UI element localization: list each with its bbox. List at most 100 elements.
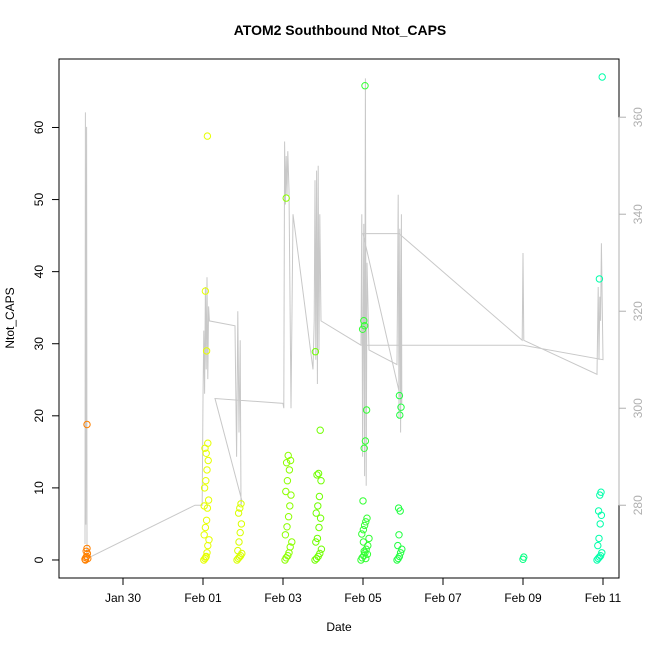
- series-group: [233, 500, 246, 564]
- data-point: [398, 545, 406, 553]
- data-point: [83, 544, 91, 553]
- x-tick-label: Feb 07: [424, 591, 462, 605]
- altitude-trace-layer: [84, 78, 604, 560]
- data-point: [203, 549, 211, 557]
- data-point: [200, 484, 209, 492]
- data-point: [363, 514, 371, 522]
- data-point: [284, 513, 293, 521]
- data-point: [200, 502, 208, 510]
- series-group: [519, 553, 528, 563]
- data-point: [237, 500, 245, 508]
- data-point: [287, 491, 295, 499]
- data-point: [283, 477, 292, 485]
- data-point: [395, 552, 404, 561]
- data-point: [202, 449, 210, 457]
- data-point: [282, 487, 290, 496]
- data-point: [202, 477, 210, 485]
- series-group: [357, 82, 373, 564]
- y-tick-label: 40: [32, 265, 46, 279]
- y-tick-label: 30: [32, 337, 46, 351]
- data-point: [594, 541, 602, 550]
- series-group: [393, 391, 406, 564]
- scatter-points-layer: [81, 73, 606, 564]
- data-point: [395, 391, 404, 400]
- data-point: [315, 492, 324, 501]
- y-tick-label: 10: [32, 481, 46, 495]
- data-point: [202, 347, 211, 355]
- y2-tick-label: 320: [631, 301, 645, 321]
- data-point: [594, 507, 603, 515]
- data-point: [361, 82, 369, 90]
- data-point: [316, 514, 325, 522]
- y2-tick-label: 340: [631, 204, 645, 224]
- y2-tick-label: 280: [631, 495, 645, 515]
- data-point: [358, 325, 367, 333]
- series-group: [281, 194, 296, 564]
- data-point: [314, 502, 322, 510]
- data-point: [286, 502, 294, 510]
- data-point: [597, 488, 605, 496]
- data-point: [281, 531, 290, 539]
- data-point: [365, 534, 373, 543]
- y-tick-label: 0: [32, 556, 46, 563]
- data-point: [313, 471, 321, 479]
- data-point: [395, 531, 403, 539]
- data-point: [361, 437, 370, 445]
- chart-title: ATOM2 Southbound Ntot_CAPS: [234, 22, 447, 38]
- series-group: [200, 132, 213, 564]
- data-point: [204, 541, 212, 550]
- data-point: [204, 496, 213, 504]
- data-point: [359, 497, 367, 505]
- series-group: [81, 420, 92, 564]
- x-tick-label: Feb 09: [504, 591, 542, 605]
- data-point: [236, 504, 244, 512]
- data-point: [282, 459, 291, 467]
- data-point: [520, 553, 528, 561]
- data-point: [595, 275, 604, 283]
- data-point: [595, 553, 604, 561]
- data-point: [286, 543, 294, 551]
- data-point: [397, 403, 405, 411]
- data-point: [360, 317, 368, 325]
- data-point: [313, 534, 322, 543]
- data-point: [396, 549, 405, 557]
- data-point: [200, 531, 208, 539]
- data-point: [235, 538, 243, 546]
- data-point: [285, 466, 294, 474]
- data-point: [205, 536, 213, 544]
- data-point: [598, 73, 606, 81]
- y-tick-label: 60: [32, 120, 46, 134]
- data-point: [364, 541, 372, 550]
- data-point: [360, 444, 368, 452]
- data-point: [312, 509, 320, 517]
- data-point: [234, 546, 242, 555]
- altitude-trace-line: [84, 78, 604, 560]
- data-point: [204, 456, 212, 465]
- data-point: [311, 348, 320, 356]
- y-tick-label: 20: [32, 409, 46, 423]
- data-point: [316, 549, 324, 558]
- data-point: [286, 456, 295, 465]
- data-point: [363, 550, 372, 558]
- data-point: [360, 521, 369, 530]
- data-point: [595, 534, 603, 543]
- data-point: [317, 477, 325, 485]
- y-tick-label: 50: [32, 193, 46, 207]
- data-point: [283, 523, 291, 531]
- data-point: [394, 504, 403, 512]
- y2-tick-label: 300: [631, 398, 645, 418]
- data-point: [202, 553, 210, 561]
- data-point: [234, 509, 243, 517]
- data-point: [315, 523, 323, 532]
- x-tick-label: Feb 03: [264, 591, 302, 605]
- data-point: [201, 287, 210, 295]
- data-point: [359, 526, 368, 534]
- x-tick-label: Feb 05: [344, 591, 382, 605]
- x-tick-label: Jan 30: [105, 591, 141, 605]
- plot-frame: [58, 58, 620, 579]
- data-point: [316, 426, 324, 434]
- series-group: [593, 73, 606, 564]
- data-point: [202, 516, 211, 524]
- data-point: [362, 518, 370, 526]
